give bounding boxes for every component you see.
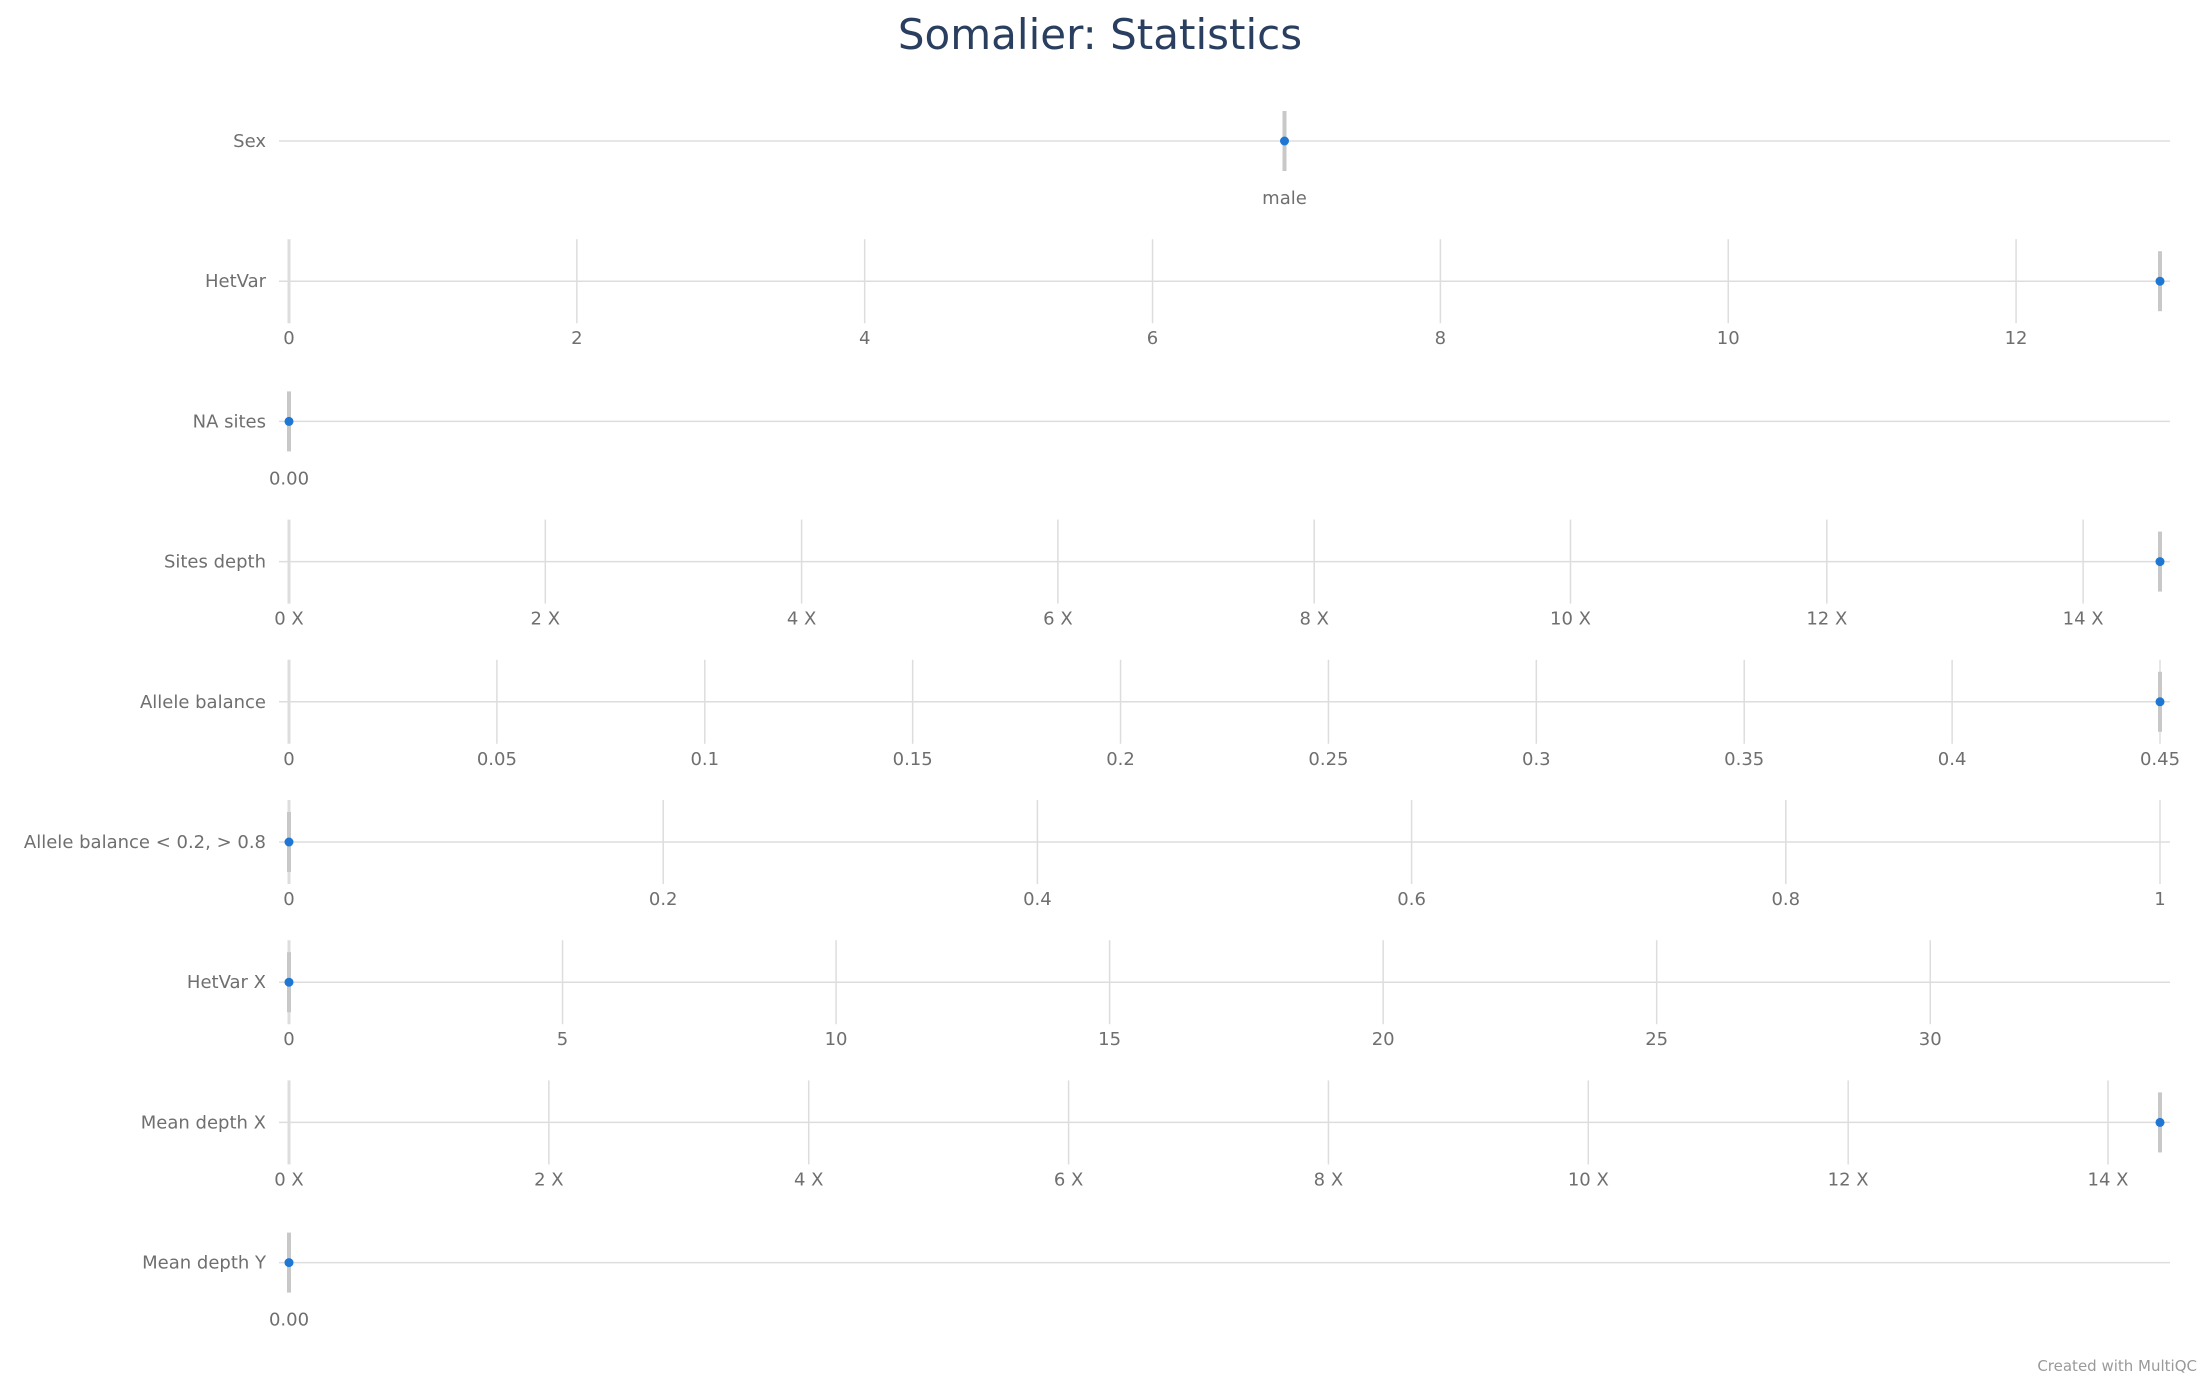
tick-label-hetvar-3: 6 [1147,328,1158,349]
data-point-na-sites [284,416,294,426]
tick-label-allele-balance-9: 0.45 [2140,749,2180,770]
tick-label-sites-depth-0: 0 X [274,609,304,630]
data-point-mean-depth-x [2155,1117,2165,1127]
tick-label-mean-depth-y-0: 0.00 [269,1310,309,1331]
row-label-allele-balance-0-2-0-8: Allele balance < 0.2, > 0.8 [24,832,266,853]
tick-label-allele-balance-8: 0.4 [1938,749,1967,770]
data-point-mean-depth-y [284,1258,294,1268]
row-label-hetvar: HetVar [205,271,267,292]
tick-label-hetvar-x-6: 30 [1919,1029,1942,1050]
tick-label-sites-depth-1: 2 X [531,609,561,630]
tick-label-hetvar-6: 12 [2005,328,2028,349]
row-label-allele-balance: Allele balance [140,692,266,713]
tick-label-hetvar-4: 8 [1435,328,1446,349]
tick-label-hetvar-x-2: 10 [825,1029,848,1050]
tick-label-hetvar-x-3: 15 [1098,1029,1121,1050]
tick-label-allele-balance-1: 0.05 [477,749,517,770]
data-point-sites-depth [2155,557,2165,567]
tick-label-mean-depth-x-2: 4 X [794,1169,824,1190]
data-point-allele-balance [2155,697,2165,707]
tick-label-allele-balance-2: 0.1 [690,749,719,770]
tick-label-allele-balance-4: 0.2 [1106,749,1135,770]
tick-label-allele-balance-0-2-0-8-1: 0.2 [649,889,678,910]
tick-label-allele-balance-0-2-0-8-0: 0 [283,889,294,910]
tick-label-mean-depth-x-0: 0 X [274,1169,304,1190]
tick-label-allele-balance-0-2-0-8-4: 0.8 [1771,889,1800,910]
tick-label-hetvar-x-1: 5 [557,1029,568,1050]
tick-label-allele-balance-0: 0 [283,749,294,770]
row-label-na-sites: NA sites [193,411,266,432]
tick-label-mean-depth-x-6: 12 X [1828,1169,1869,1190]
tick-label-allele-balance-0-2-0-8-2: 0.4 [1023,889,1052,910]
tick-label-hetvar-x-4: 20 [1372,1029,1395,1050]
tick-label-hetvar-x-0: 0 [283,1029,294,1050]
tick-label-sites-depth-5: 10 X [1550,609,1591,630]
data-point-hetvar [2155,276,2165,286]
tick-label-sites-depth-3: 6 X [1043,609,1073,630]
page-title: Somalier: Statistics [897,10,1303,59]
tick-label-hetvar-5: 10 [1717,328,1740,349]
tick-label-mean-depth-x-5: 10 X [1568,1169,1609,1190]
credit-text: Created with MultiQC [2037,1357,2197,1375]
tick-label-mean-depth-x-3: 6 X [1054,1169,1084,1190]
tick-label-allele-balance-7: 0.35 [1724,749,1764,770]
tick-label-na-sites-0: 0.00 [269,468,309,489]
tick-label-mean-depth-x-1: 2 X [534,1169,564,1190]
tick-label-sex-0: male [1262,188,1307,209]
row-label-mean-depth-x: Mean depth X [141,1112,266,1133]
tick-label-sites-depth-6: 12 X [1806,609,1847,630]
tick-label-hetvar-0: 0 [283,328,294,349]
tick-label-allele-balance-0-2-0-8-3: 0.6 [1397,889,1426,910]
tick-label-allele-balance-0-2-0-8-5: 1 [2154,889,2165,910]
tick-label-hetvar-2: 4 [859,328,870,349]
tick-label-allele-balance-5: 0.25 [1308,749,1348,770]
tick-label-hetvar-1: 2 [571,328,582,349]
data-point-sex [1280,136,1289,146]
tick-label-hetvar-x-5: 25 [1645,1029,1668,1050]
data-point-allele-balance-0-2-0-8 [284,837,294,847]
tick-label-allele-balance-6: 0.3 [1522,749,1551,770]
tick-label-sites-depth-7: 14 X [2063,609,2104,630]
data-point-hetvar-x [284,977,294,987]
row-label-sites-depth: Sites depth [164,552,266,573]
tick-label-mean-depth-x-7: 14 X [2088,1169,2129,1190]
row-label-hetvar-x: HetVar X [187,972,266,993]
row-label-sex: Sex [233,131,266,152]
row-label-mean-depth-y: Mean depth Y [142,1253,267,1274]
tick-label-sites-depth-4: 8 X [1299,609,1329,630]
tick-label-mean-depth-x-4: 8 X [1314,1169,1344,1190]
tick-label-sites-depth-2: 4 X [787,609,817,630]
tick-label-allele-balance-3: 0.15 [893,749,933,770]
